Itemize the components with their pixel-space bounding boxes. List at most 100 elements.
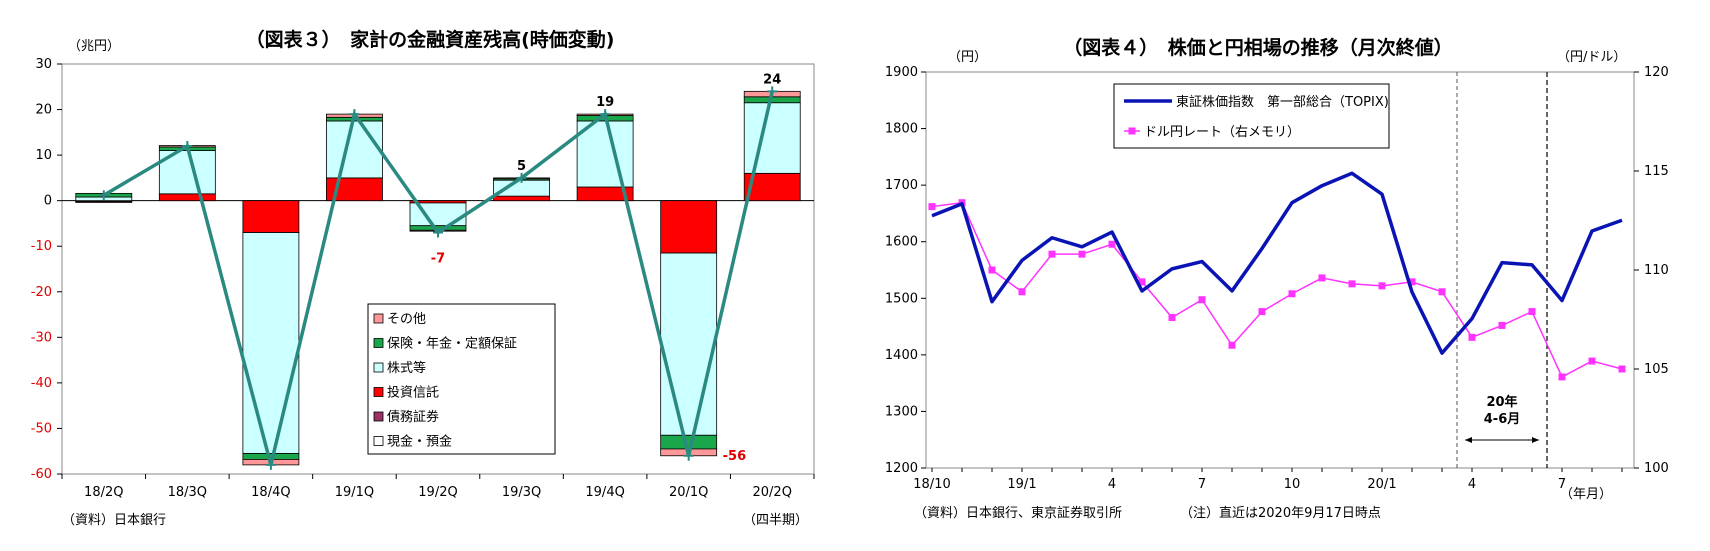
chart2-right-tick-label: 120 [1644,65,1669,80]
chart2-yen-marker [1378,282,1386,290]
chart2-period-year: 20年 [1486,394,1517,410]
chart2-left-tick-label: 1300 [885,404,918,419]
chart1-legend-label: 現金・預金 [387,434,452,450]
chart1-legend-swatch [373,313,384,324]
chart1-legend-swatch [373,436,384,446]
chart2-left-tick-label: 1200 [885,461,918,476]
chart2-yen-marker [1078,250,1086,258]
chart2-yen-marker [1198,296,1206,304]
chart2-right-tick-label: 110 [1644,263,1669,278]
chart1-total-point [516,172,527,183]
chart1-data-label: -7 [431,252,445,267]
chart1-bar-segment [242,232,300,454]
chart2-left-tick-label: 1600 [885,235,918,250]
chart1-xtick-label: 19/3Q [502,485,541,500]
chart1-legend-label: 保険・年金・定額保証 [387,336,517,352]
chart1-bar-segment [75,201,133,203]
chart1-bar-segment [242,200,300,233]
chart1-bar-segment [576,120,634,188]
chart2-xtick-label: 7 [1198,477,1206,492]
chart2-xtick-label: 4 [1468,477,1476,492]
chart1-total-point [265,459,276,470]
chart2-yen-marker [1048,250,1056,258]
chart2-yen-marker [1018,288,1026,296]
chart1-bar-segment [743,102,801,174]
chart1-bar-segment [660,252,718,436]
chart1-legend-label: 債務証券 [387,409,439,425]
chart2-yen-marker [1528,308,1536,316]
chart2-yen-marker [1438,288,1446,296]
chart2-right-tick-label: 115 [1644,164,1669,179]
chart1-xtick-label: 20/2Q [753,485,792,500]
chart2-left-tick-label: 1900 [885,65,918,80]
chart-stock-yen: （図表４） 株価と円相場の推移（月次終値） （円） （円/ドル） 1900 180… [885,36,1669,521]
chart2-topix-line [931,171,1623,355]
chart1-total-point [98,190,109,201]
chart1-bar-segment [326,120,383,179]
chart1-ytick-label: 0 [44,194,52,209]
chart1-bar-segment [660,434,718,450]
chart2-xtick-label: 18/10 [913,477,950,492]
chart1-legend-label: その他 [387,312,426,327]
chart1-title: （図表３） 家計の金融資産残高(時価変動) [246,28,615,51]
chart2-period-months: 4-6月 [1484,412,1521,427]
chart1-total-point [767,86,778,97]
chart2-yen-marker [1288,290,1296,298]
chart1-xtick-label: 18/3Q [168,485,207,500]
chart2-right-unit: （円/ドル） [1557,50,1626,65]
chart1-x-unit-label: （四半期） [743,513,808,528]
chart2-legend-yen-marker [1128,127,1136,135]
chart1-total-point [182,141,193,151]
chart1-legend-swatch [373,362,384,373]
chart2-left-unit: （円） [948,50,987,65]
chart2-yen-marker [1168,314,1176,322]
chart-household-assets: （図表３） 家計の金融資産残高(時価変動) （兆円） 30 20 10 0 -10 -20… [31,28,815,528]
chart1-unit-label: （兆円） [68,39,120,54]
chart2-right-tick-label: 105 [1644,362,1669,377]
chart1-total-point [433,227,443,238]
chart2-xtick-label: 4 [1108,477,1116,492]
chart1-data-label: 19 [596,95,614,110]
chart2-yen-marker [1348,280,1356,288]
chart1-total-point [683,450,694,461]
chart2-yen-marker [1498,321,1506,329]
chart2-left-tick-label: 1800 [885,122,918,137]
chart2-legend-yen-label: ドル円レート（右メモリ） [1144,125,1300,140]
chart2-yen-marker [1258,308,1266,316]
chart1-legend-label: 投資信託 [387,385,439,401]
chart2-xtick-label: 10 [1284,477,1301,492]
chart1-data-label: 5 [517,159,526,174]
chart2-yen-line [931,201,1623,378]
chart1-data-label: 24 [763,72,781,87]
chart2-yen-marker [1138,278,1146,286]
chart1-legend-swatch [373,387,384,397]
chart1-legend-swatch [373,411,384,422]
chart1-xtick-label: 19/2Q [418,485,457,500]
chart2-x-unit-label: （年月） [1560,487,1612,502]
chart2-xtick-label: 19/1 [1007,477,1036,492]
chart1-xtick-label: 18/4Q [251,485,290,500]
chart2-source: （資料）日本銀行、東京証券取引所 [914,505,1122,521]
chart1-ytick-label: -10 [31,239,52,254]
chart2-legend-box [1113,83,1390,149]
chart2-yen-marker [1108,240,1116,248]
chart2-yen-marker [1588,357,1596,365]
chart1-ytick-label: 30 [35,57,52,72]
chart1-xtick-label: 19/4Q [585,485,624,500]
chart2-yen-marker [1558,373,1566,381]
chart1-legend-box [367,303,556,455]
chart1-bar-segment [493,195,550,202]
chart1-bar-segment [158,193,216,202]
chart2-yen-marker [1468,333,1476,341]
chart1-ytick-label: -30 [31,330,52,345]
chart2-yen-marker [1618,365,1626,373]
chart1-legend-swatch [373,338,384,348]
chart1-total-point [349,109,360,120]
chart2-xtick-label: 7 [1558,477,1566,492]
chart2-note: （注）直近は2020年9月17日時点 [1180,506,1381,521]
chart2-yen-marker [1228,341,1236,349]
chart1-legend-label: 株式等 [387,360,426,376]
chart2-legend: 東証株価指数 第一部総合（TOPIX) ドル円レート（右メモリ） [1113,83,1390,149]
